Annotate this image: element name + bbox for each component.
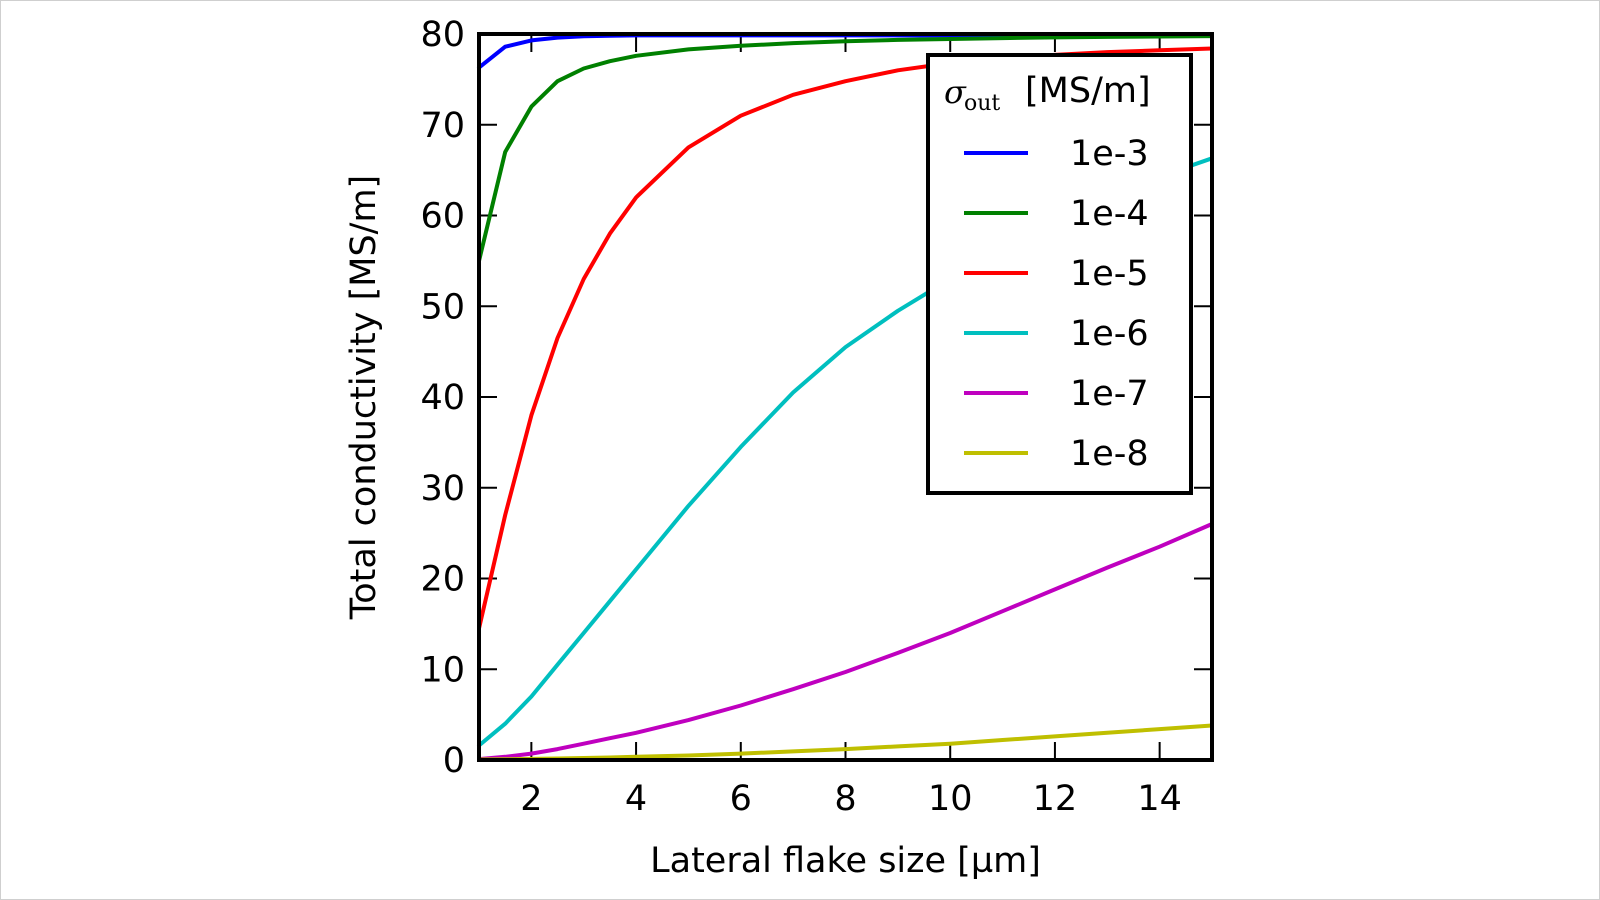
x-tick-label: 2 [520,779,542,819]
legend-label: 1e-6 [1070,314,1149,354]
x-axis-label: Lateral flake size [µm] [650,841,1041,881]
legend-entries: 1e-3 1e-4 1e-5 1e-6 1e-7 1e-8 [964,134,1149,474]
y-tick-label: 80 [420,15,465,55]
legend-title-symbol: σ [944,73,967,111]
x-tick-label: 8 [834,779,856,819]
x-tick-label: 14 [1137,779,1182,819]
legend-label: 1e-8 [1070,434,1149,474]
x-tick-label: 6 [730,779,752,819]
y-tick-label: 20 [420,560,465,600]
y-tick-label: 0 [443,741,465,781]
legend-label: 1e-3 [1070,134,1149,174]
y-tick-label: 10 [420,650,465,690]
series-line-1e-7 [477,522,1214,762]
y-tick-label: 60 [420,197,465,237]
y-tick-label: 40 [420,378,465,418]
legend-title-unit: [MS/m] [1025,71,1151,111]
legend-title-subscript: out [964,91,1000,116]
tick-labels: 2 4 6 8 10 12 14 0 10 20 30 40 50 60 70 80 [420,15,1181,819]
plot-area-frame [477,32,1214,762]
x-tick-label: 12 [1033,779,1078,819]
x-tick-label: 10 [928,779,973,819]
series-line-1e-4 [477,34,1214,263]
y-tick-label: 70 [420,106,465,146]
legend: σ out [MS/m] 1e-3 1e-4 1e-5 1e-6 1e-7 1e-8 [926,53,1193,495]
y-tick-label: 30 [420,469,465,509]
legend-label: 1e-4 [1070,194,1149,234]
legend-label: 1e-7 [1070,374,1149,414]
y-axis-label: Total conductivity [MS/m] [344,175,384,620]
legend-label: 1e-5 [1070,254,1149,294]
y-tick-label: 50 [420,287,465,327]
x-tick-label: 4 [625,779,647,819]
